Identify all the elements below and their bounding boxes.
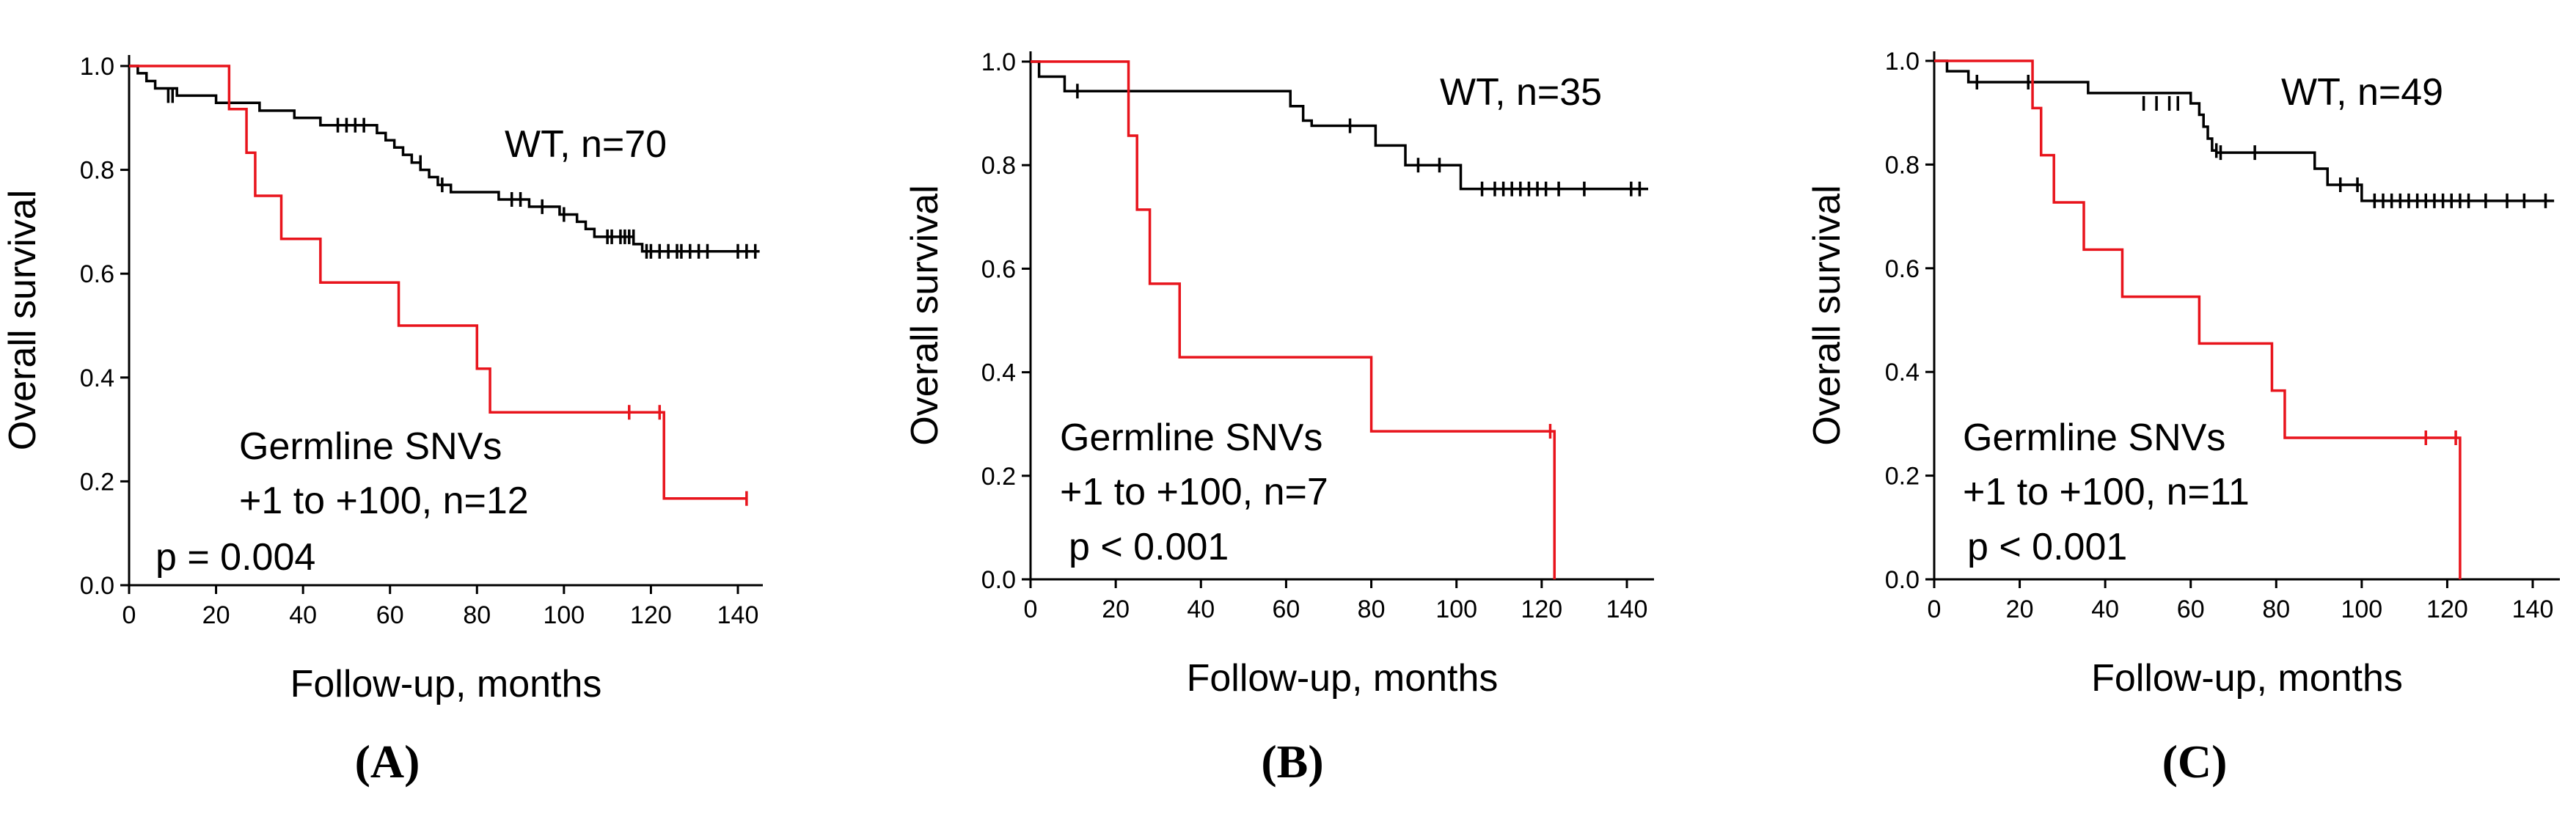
snv-annotation-line1: Germline SNVs — [1060, 417, 1322, 459]
x-tick-label: 0 — [122, 601, 136, 629]
x-tick-label: 100 — [1435, 595, 1477, 623]
x-axis-title: Follow-up, months — [2091, 657, 2403, 700]
y-tick-label: 0.0 — [80, 572, 114, 600]
x-tick-label: 40 — [2091, 595, 2119, 623]
snv-annotation-line2: +1 to +100, n=7 — [1060, 471, 1328, 513]
x-tick-label: 100 — [2341, 595, 2382, 623]
x-tick-label: 120 — [1521, 595, 1562, 623]
snv-annotation-line2: +1 to +100, n=11 — [1963, 471, 2250, 513]
y-tick-label: 0.2 — [80, 468, 114, 496]
x-tick-label: 80 — [463, 601, 491, 629]
panel-label: (C) — [2162, 736, 2228, 788]
x-tick-label: 140 — [717, 601, 759, 629]
y-axis-title: Overall survival — [1, 190, 44, 450]
snv-survival-curve — [1031, 60, 1556, 579]
x-tick-label: 60 — [2177, 595, 2205, 623]
x-tick-label: 140 — [1606, 595, 1648, 623]
y-tick-label: 1.0 — [80, 53, 114, 81]
y-axis-title: Overall survival — [904, 185, 946, 445]
x-tick-label: 60 — [376, 601, 404, 629]
y-tick-label: 0.6 — [981, 255, 1016, 283]
p-value: p = 0.004 — [155, 536, 315, 579]
x-tick-label: 40 — [289, 601, 317, 629]
x-axis-title: Follow-up, months — [1187, 657, 1499, 700]
wt-survival-curve — [1031, 60, 1649, 191]
y-axis-title: Overall survival — [1806, 185, 1848, 445]
y-tick-label: 1.0 — [1885, 48, 1920, 76]
y-tick-label: 0.4 — [1885, 359, 1920, 386]
p-value: p < 0.001 — [1069, 526, 1229, 568]
x-tick-label: 20 — [1102, 595, 1130, 623]
y-tick-label: 0.0 — [981, 566, 1016, 594]
snv-annotation-line1: Germline SNVs — [1963, 417, 2225, 459]
wt-survival-curve — [1934, 59, 2555, 202]
x-tick-label: 120 — [630, 601, 672, 629]
km-panel-b: 0 20 40 60 80 100 120 140 0.0 0.2 0.4 0.6 0.8 1.0 Foll… — [904, 48, 1654, 788]
x-tick-label: 120 — [2426, 595, 2468, 623]
y-tick-label: 0.4 — [981, 359, 1016, 387]
y-tick-label: 0.8 — [80, 157, 114, 185]
y-tick-label: 0.2 — [981, 463, 1016, 491]
snv-annotation-line1: Germline SNVs — [239, 425, 502, 468]
x-tick-label: 20 — [202, 601, 230, 629]
x-tick-label: 0 — [1928, 595, 1942, 623]
y-tick-label: 0.2 — [1885, 463, 1920, 491]
y-tick-label: 1.0 — [981, 48, 1016, 76]
x-tick-label: 0 — [1024, 595, 1038, 623]
x-axis-title: Follow-up, months — [290, 663, 602, 705]
panel-label: (B) — [1261, 736, 1323, 788]
wt-annotation: WT, n=49 — [2281, 71, 2443, 114]
y-tick-label: 0.6 — [1885, 255, 1920, 283]
x-tick-label: 80 — [1358, 595, 1386, 623]
km-panel-a: 0 20 40 60 80 100 120 140 0.0 0.2 0.4 0.6 0.8 1.0 Foll… — [1, 53, 763, 788]
wt-survival-curve — [129, 65, 760, 253]
x-tick-label: 20 — [2006, 595, 2034, 623]
snv-survival-curve — [129, 65, 747, 500]
x-tick-label: 100 — [543, 601, 585, 629]
x-tick-label: 40 — [1187, 595, 1215, 623]
panel-label: (A) — [355, 736, 420, 788]
x-tick-label: 80 — [2262, 595, 2290, 623]
snv-annotation-line2: +1 to +100, n=12 — [239, 480, 529, 522]
snv-survival-curve — [1934, 59, 2462, 579]
y-tick-label: 0.8 — [1885, 151, 1920, 179]
p-value: p < 0.001 — [1967, 526, 2127, 568]
y-tick-label: 0.0 — [1885, 566, 1920, 594]
y-tick-label: 0.8 — [981, 152, 1016, 180]
wt-annotation: WT, n=35 — [1440, 71, 1602, 114]
y-tick-label: 0.4 — [80, 364, 114, 392]
x-tick-label: 60 — [1273, 595, 1300, 623]
y-tick-label: 0.6 — [80, 260, 114, 288]
km-panel-c: 0 20 40 60 80 100 120 140 0.0 0.2 0.4 0.6 0.8 1.0 Foll… — [1806, 48, 2560, 788]
wt-annotation: WT, n=70 — [505, 123, 667, 166]
x-tick-label: 140 — [2512, 595, 2554, 623]
